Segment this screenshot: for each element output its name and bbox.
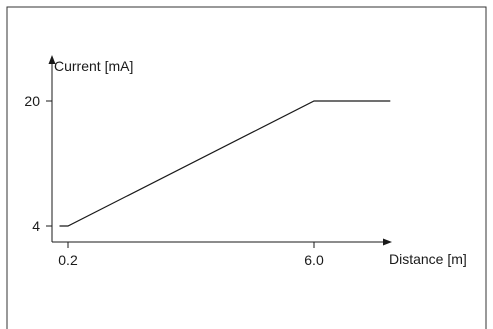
- y-tick-label-20: 20: [24, 93, 40, 109]
- x-axis-title: Distance [m]: [389, 251, 467, 267]
- x-tick-label-6-0: 6.0: [304, 252, 324, 268]
- x-tick-label-0-2: 0.2: [58, 252, 78, 268]
- y-axis-arrow: [48, 55, 56, 64]
- series-line-current: [59, 100, 391, 227]
- chart-border: [6, 6, 487, 329]
- y-tick-label-4: 4: [32, 218, 40, 234]
- y-axis-title: Current [mA]: [54, 58, 133, 74]
- x-axis-arrow: [383, 238, 392, 246]
